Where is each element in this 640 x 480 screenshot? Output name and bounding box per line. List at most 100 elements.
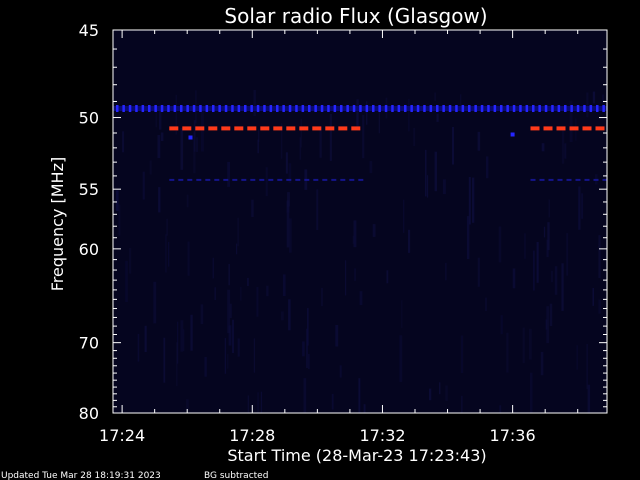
noise-streak bbox=[339, 365, 342, 378]
noise-streak bbox=[498, 226, 502, 263]
noise-streak bbox=[212, 257, 214, 279]
band-blue-segment bbox=[276, 105, 279, 112]
noise-streak bbox=[306, 328, 308, 368]
band-blue-segment bbox=[205, 105, 209, 112]
noise-streak bbox=[536, 242, 539, 283]
noise-streak bbox=[232, 319, 234, 353]
band-red-segment bbox=[530, 126, 540, 131]
noise-streak bbox=[118, 204, 121, 236]
band-red-segment bbox=[556, 126, 566, 131]
x-tick-label: 17:32 bbox=[359, 426, 405, 445]
noise-streak bbox=[578, 186, 581, 230]
noise-streak bbox=[445, 385, 448, 401]
noise-streak bbox=[548, 199, 550, 218]
noise-streak bbox=[452, 127, 454, 165]
band-blue-segment bbox=[135, 105, 138, 112]
band-blue-segment bbox=[180, 105, 183, 112]
band-blue-segment bbox=[128, 105, 132, 112]
band-blue-segment bbox=[589, 105, 593, 112]
band-blue-segment bbox=[244, 105, 247, 112]
noise-streak bbox=[477, 257, 480, 287]
noise-streak bbox=[228, 264, 230, 286]
band-blue-segment bbox=[404, 105, 407, 112]
noise-streak bbox=[386, 270, 389, 284]
noise-streak bbox=[522, 327, 525, 364]
noise-streak bbox=[281, 311, 284, 321]
noise-streak bbox=[399, 335, 403, 382]
band-dark-segment bbox=[575, 178, 581, 181]
band-dark-segment bbox=[187, 178, 193, 181]
noise-streak bbox=[193, 132, 196, 174]
noise-streak bbox=[153, 281, 157, 324]
noise-streak bbox=[581, 193, 584, 219]
noise-streak bbox=[200, 304, 204, 325]
noise-streak bbox=[247, 277, 249, 286]
chart-title: Solar radio Flux (Glasgow) bbox=[224, 4, 487, 28]
band-blue-segment bbox=[576, 105, 580, 112]
band-blue-segment bbox=[282, 105, 285, 112]
noise-streak bbox=[442, 179, 446, 195]
noise-streak bbox=[253, 90, 256, 116]
noise-streak bbox=[285, 152, 288, 174]
band-blue-segment bbox=[372, 105, 375, 112]
band-blue-segment bbox=[224, 105, 228, 112]
noise-streak bbox=[436, 113, 439, 122]
noise-streak bbox=[549, 303, 553, 326]
band-red-segment bbox=[543, 126, 553, 131]
noise-streak bbox=[445, 262, 447, 281]
band-dark-segment bbox=[214, 178, 220, 181]
noise-streak bbox=[159, 105, 162, 130]
band-red-segment bbox=[595, 126, 605, 131]
noise-streak bbox=[408, 98, 410, 132]
y-tick-label: 50 bbox=[79, 109, 99, 128]
noise-streak bbox=[524, 233, 526, 259]
noise-streak bbox=[477, 131, 481, 151]
noise-streak bbox=[586, 92, 589, 118]
band-blue-segment bbox=[333, 105, 337, 112]
band-blue-segment bbox=[474, 105, 477, 112]
noise-streak bbox=[319, 126, 322, 158]
noise-streak bbox=[541, 143, 545, 152]
noise-streak bbox=[157, 135, 161, 159]
noise-streak bbox=[177, 321, 179, 364]
noise-streak bbox=[378, 106, 380, 134]
noise-streak bbox=[240, 287, 242, 301]
band-blue-segment bbox=[148, 105, 151, 112]
noise-streak bbox=[331, 393, 334, 410]
band-blue-segment bbox=[429, 105, 433, 112]
noise-streak bbox=[257, 392, 259, 413]
noise-streak bbox=[321, 287, 323, 307]
noise-streak bbox=[256, 287, 259, 317]
band-blue-dip bbox=[188, 135, 193, 140]
noise-streak bbox=[227, 354, 229, 369]
noise-streak bbox=[302, 341, 305, 357]
band-dark-segment bbox=[548, 178, 554, 181]
band-dark-segment bbox=[331, 178, 337, 181]
noise-streak bbox=[506, 332, 509, 373]
band-blue-segment bbox=[314, 105, 317, 112]
noise-streak bbox=[186, 194, 189, 208]
band-blue-segment bbox=[359, 105, 362, 112]
band-blue-segment bbox=[154, 105, 157, 112]
noise-streak bbox=[576, 345, 578, 370]
noise-streak bbox=[547, 222, 550, 251]
band-dark-segment bbox=[259, 178, 265, 181]
band-blue-segment bbox=[116, 105, 119, 112]
noise-streak bbox=[258, 129, 260, 142]
noise-streak bbox=[434, 151, 437, 192]
band-red-segment bbox=[351, 126, 361, 131]
y-tick-label: 70 bbox=[79, 334, 99, 353]
band-blue-segment bbox=[525, 105, 529, 112]
band-dark-segment bbox=[241, 178, 247, 181]
noise-streak bbox=[358, 378, 361, 413]
y-tick-label: 45 bbox=[79, 21, 99, 40]
band-dark-segment bbox=[223, 178, 229, 181]
noise-streak bbox=[160, 132, 164, 141]
noise-streak bbox=[586, 344, 588, 390]
band-blue-segment bbox=[384, 105, 388, 112]
noise-streak bbox=[551, 270, 553, 283]
band-dark-segment bbox=[268, 178, 274, 181]
noise-streak bbox=[228, 325, 232, 346]
noise-streak bbox=[186, 399, 189, 411]
